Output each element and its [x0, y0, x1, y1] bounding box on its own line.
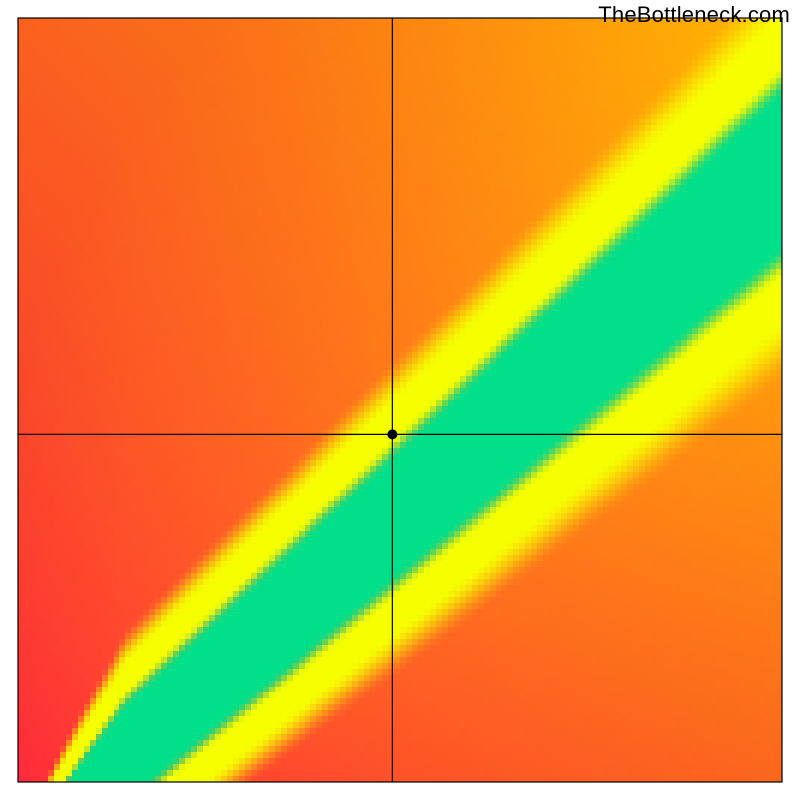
heatmap-canvas [0, 0, 800, 800]
chart-container: TheBottleneck.com [0, 0, 800, 800]
watermark-text: TheBottleneck.com [598, 2, 790, 28]
